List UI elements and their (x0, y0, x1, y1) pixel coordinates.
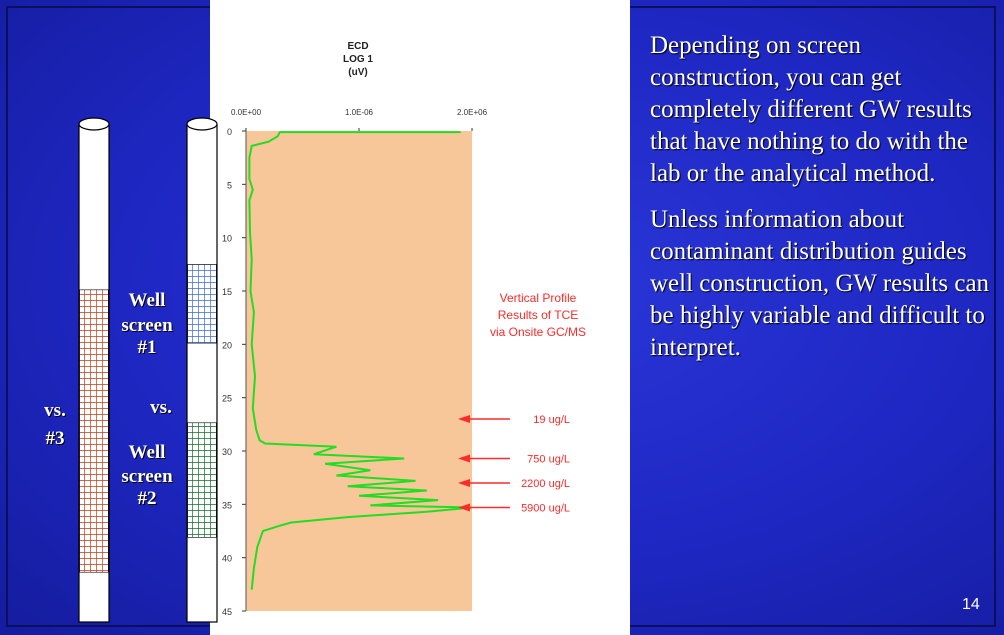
well-3-screen (79, 289, 109, 573)
concentration-label: 750 ug/L (527, 453, 570, 465)
well-1-2-cap (186, 117, 218, 131)
plot-area (246, 131, 472, 611)
x-tick-label: 2.0E+06 (457, 108, 488, 117)
ecd-series-line (248, 131, 473, 590)
label-well-screen-2-line2: screen (121, 466, 173, 487)
label-well-screen-2-line3: #2 (137, 488, 157, 509)
y-tick-label: 15 (222, 287, 232, 297)
label-vs-middle: vs. (150, 397, 172, 418)
paragraph-screen-construction: Depending on screen construction, you ca… (650, 32, 972, 187)
annotation-title-line: Results of TCE (498, 308, 578, 322)
x-tick-label: 0.0E+00 (231, 108, 262, 117)
y-tick-label: 10 (222, 234, 232, 244)
well-screen-2 (187, 422, 217, 538)
concentration-label: 2200 ug/L (521, 478, 570, 490)
chart-title-line: ECD (347, 41, 368, 52)
well-3-cap (78, 117, 110, 131)
page-number: 14 (962, 596, 980, 613)
y-tick-label: 5 (227, 180, 232, 190)
y-tick-label: 35 (222, 500, 232, 510)
annotation-title-line: Vertical Profile (500, 291, 577, 305)
y-tick-label: 0 (227, 127, 232, 137)
arrow-head (458, 479, 470, 487)
concentration-label: 5900 ug/L (521, 503, 570, 515)
figure-svg: ECD LOG 1 (uV) 0.0E+00 1.0E-06 2.0E+06 0 5 10 15 2… (78, 0, 630, 635)
label-well-screen-1-line1: Well (128, 290, 166, 311)
y-tick-label: 45 (222, 607, 232, 617)
paragraph-contaminant-distribution: Unless information about contaminant dis… (650, 206, 990, 361)
concentration-label: 19 ug/L (533, 414, 570, 426)
arrow-head (458, 503, 470, 512)
annotation-title-line: via Onsite GC/MS (490, 325, 586, 339)
y-tick-label: 25 (222, 394, 232, 404)
arrow-head (458, 454, 470, 463)
label-well-screen-2-line1: Well (128, 442, 166, 463)
label-well-3: #3 (45, 428, 65, 449)
x-tick-label: 1.0E-06 (345, 108, 374, 117)
explanation-text: Depending on screen construction, you ca… (650, 30, 990, 378)
well-screen-1 (187, 264, 217, 344)
label-well-screen-1-line2: screen (121, 315, 173, 336)
chart-title-line: (uV) (348, 67, 367, 78)
well-1-2-casing (186, 123, 218, 623)
y-tick-label: 20 (222, 340, 232, 350)
chart-title-line: LOG 1 (343, 54, 373, 65)
y-tick-label: 30 (222, 447, 232, 457)
y-tick-label: 40 (222, 554, 232, 564)
well-profile-figure: ECD LOG 1 (uV) 0.0E+00 1.0E-06 2.0E+06 0 5 10 15 2… (44, 0, 630, 635)
label-well-screen-1-line3: #1 (137, 337, 157, 358)
label-vs-left: vs. (44, 400, 66, 421)
arrow-head (458, 415, 470, 423)
